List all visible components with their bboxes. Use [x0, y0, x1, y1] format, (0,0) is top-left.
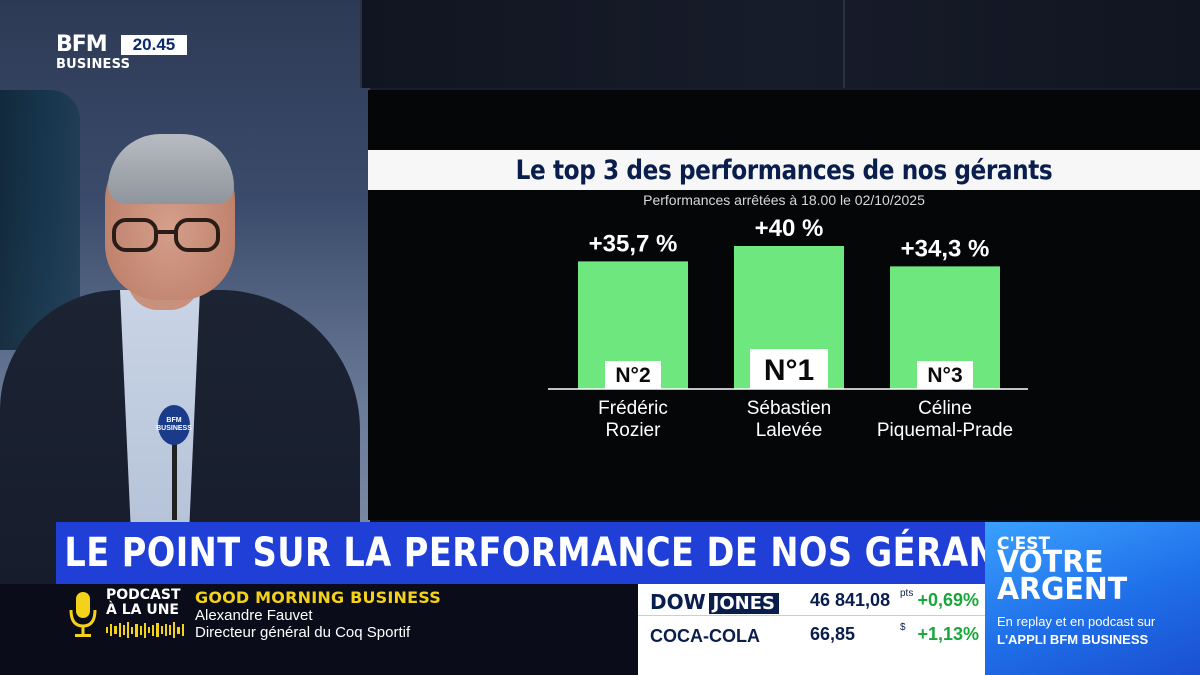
stock-ticker: DOW JONES 46 841,08 pts +0,69% COCA-COLA …: [638, 584, 985, 675]
clock: 20.45: [121, 35, 187, 55]
rank-badge: [605, 361, 661, 389]
rank-label: N°1: [764, 354, 814, 387]
category-label: Sébastien: [747, 398, 832, 419]
guest-name: Alexandre Fauvet: [195, 607, 313, 624]
promo-pre: C'EST: [997, 534, 1051, 554]
rank-badge: [750, 349, 828, 389]
chart-panel: Le top 3 des performances de nos gérants…: [368, 90, 1200, 520]
headline-banner: LE POINT SUR LA PERFORMANCE DE NOS GÉRAN…: [56, 522, 1045, 584]
category-label: Lalevée: [756, 420, 823, 441]
promo-panel: C'EST VOTRE ARGENT En replay et en podca…: [985, 522, 1200, 675]
chart-title: Le top 3 des performances de nos gérants: [515, 154, 1053, 186]
ticker-unit: pts: [900, 588, 914, 599]
audio-wave-icon: [106, 622, 184, 638]
promo-line-1: En replay et en podcast sur: [997, 614, 1156, 629]
guest-role: Directeur général du Coq Sportif: [195, 624, 411, 641]
ticker-value: 66,85: [810, 624, 856, 644]
promo-title-1: VOTRE: [997, 545, 1104, 580]
category-label: Rozier: [606, 420, 662, 441]
ticker-name: DOW JONES: [650, 590, 779, 614]
glasses: [112, 218, 222, 252]
ticker-change: +0,69%: [917, 590, 979, 610]
podcast-label: PODCAST À LA UNE: [106, 587, 181, 618]
logo-text: BFM: [56, 32, 108, 57]
microphone-icon: [69, 592, 97, 637]
chart-title-band: Le top 3 des performances de nos gérants: [368, 150, 1200, 190]
rank-badge: [917, 361, 973, 389]
rank-label: N°3: [927, 364, 962, 387]
ticker-name: COCA-COLA: [650, 626, 760, 646]
category-label: Piquemal-Prade: [877, 420, 1013, 441]
show-name: GOOD MORNING BUSINESS: [195, 588, 441, 607]
promo-line-2: L'APPLI BFM BUSINESS: [997, 632, 1149, 647]
ticker-row: COCA-COLA 66,85 $ +1,13%: [638, 618, 985, 648]
studio-screens: [360, 0, 1200, 88]
chart-subtitle: Performances arrêtées à 18.00 le 02/10/2…: [643, 192, 925, 208]
ticker-value: 46 841,08: [810, 590, 891, 610]
headline-text: LE POINT SUR LA PERFORMANCE DE NOS GÉRAN…: [64, 530, 1046, 576]
category-label: Frédéric: [598, 398, 668, 419]
value-label: +40 %: [755, 215, 824, 242]
value-label: +35,7 %: [589, 230, 678, 257]
rank-label: N°2: [615, 364, 650, 387]
category-label: Céline: [918, 398, 972, 419]
promo-title-2: ARGENT: [997, 572, 1128, 607]
ticker-change: +1,13%: [917, 624, 979, 644]
logo-subtext: BUSINESS: [56, 57, 131, 72]
value-label: +34,3 %: [901, 235, 990, 262]
microphone-icon: BFM BUSINESS: [156, 405, 192, 445]
ticker-unit: $: [900, 622, 906, 633]
ticker-row: DOW JONES 46 841,08 pts +0,69%: [638, 584, 985, 616]
